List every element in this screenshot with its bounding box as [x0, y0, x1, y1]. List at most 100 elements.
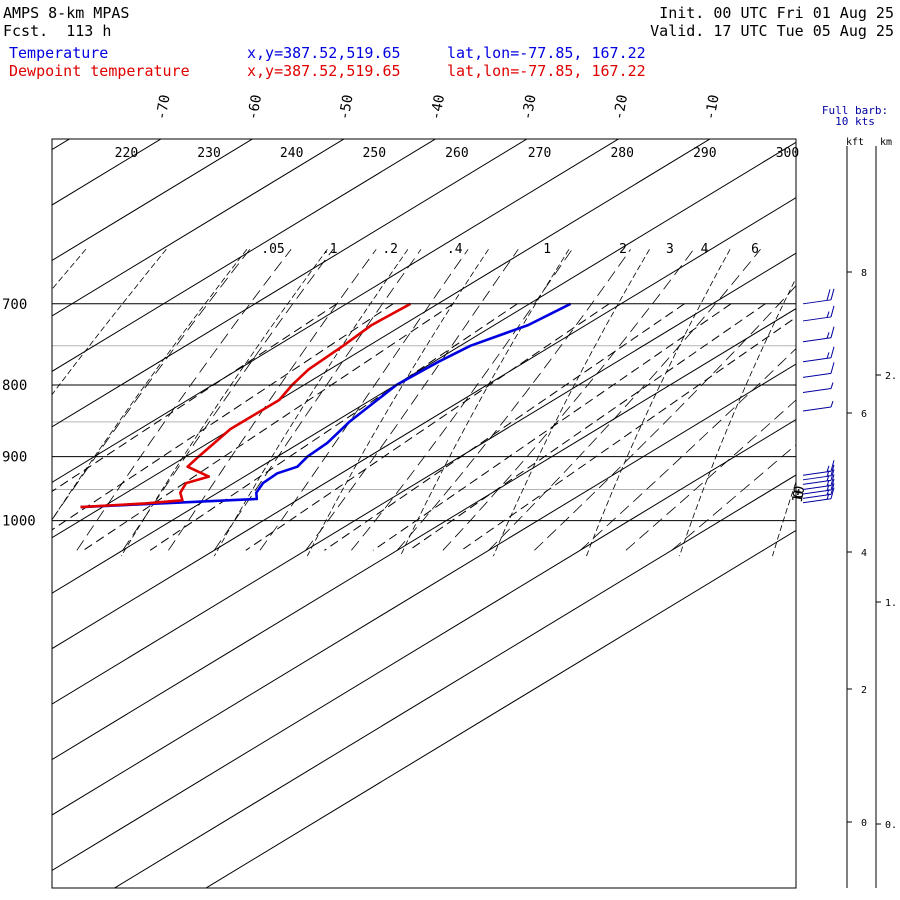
barb-flag: [830, 346, 835, 358]
isotherm-line: [113, 474, 796, 888]
moist-adiabat: [488, 249, 761, 551]
kft-tick-label: 4: [861, 548, 867, 559]
theta-label: 220: [115, 146, 138, 161]
moist-adiabat: [534, 285, 796, 551]
mixing-ratio-line: [461, 316, 796, 551]
wind-barb: [802, 469, 835, 485]
barb-half-flag: [826, 488, 830, 496]
isotherm-line: [52, 139, 528, 428]
temperature-tick-label: -50: [336, 93, 356, 121]
barb-half-flag: [826, 470, 830, 477]
mixing-ratio-line: [52, 303, 394, 531]
mixing-ratio-line: [52, 303, 338, 493]
mixing-ratio-label: .4: [447, 242, 463, 257]
barb-flag: [830, 460, 835, 472]
theta-label: 260: [445, 146, 468, 161]
temperature-tick-label: 0: [790, 489, 807, 500]
barb-staff: [802, 316, 832, 322]
theta-label: 230: [197, 146, 220, 161]
km-tick-label: 0.: [885, 820, 897, 831]
dry-adiabat: [586, 249, 731, 557]
pressure-tick-label: 800: [2, 378, 27, 394]
moist-adiabat: [442, 249, 695, 551]
series-layer: [80, 302, 572, 509]
mixing-ratio-label: .1: [322, 242, 338, 257]
barb-half-flag: [826, 484, 830, 491]
theta-label: 290: [693, 146, 716, 161]
barb-flag: [830, 483, 835, 495]
barb-staff: [802, 498, 832, 504]
mixing-ratio-line: [408, 303, 766, 551]
barb-legend-line1: Full barb:: [822, 104, 888, 117]
pressure-tick-label: 1000: [2, 514, 36, 530]
mixing-ratio-label: 2: [619, 242, 627, 257]
isotherm-line: [52, 363, 796, 816]
wind-barb: [802, 400, 834, 412]
mixing-ratio-label: 1: [543, 242, 551, 257]
temperature-tick-label: -70: [153, 93, 173, 121]
moist-adiabat: [625, 399, 796, 551]
moist-adiabat: [305, 249, 519, 551]
dry-adiabat: [120, 249, 328, 557]
moist-adiabat: [579, 348, 796, 551]
barb-staff: [802, 406, 832, 412]
dry-adiabat: [213, 249, 409, 557]
legend-dewpoint-xy: x,y=387.52,519.65: [247, 62, 401, 80]
wind-barb: [802, 478, 835, 495]
wind-barb: [802, 346, 835, 363]
dry-adiabat: [493, 249, 650, 557]
barb-flag: [830, 288, 835, 300]
mixing-ratio-label: 3: [666, 242, 674, 257]
valid-time: Valid. 17 UTC Tue 05 Aug 25: [650, 22, 894, 40]
moist-adiabat: [168, 249, 377, 551]
grid-layer: [0, 139, 900, 888]
barb-staff: [802, 357, 832, 363]
barb-staff: [802, 479, 832, 485]
isotherm-line: [52, 139, 71, 151]
isotherm-line: [52, 252, 796, 705]
theta-label: 270: [528, 146, 551, 161]
isotherm-line: [52, 418, 796, 872]
barb-half-flag: [826, 465, 830, 472]
isotherm-line: [52, 139, 437, 372]
dry-adiabat: [866, 249, 900, 556]
km-tick-label: 2.: [885, 371, 897, 382]
barb-half-flag: [830, 382, 834, 389]
temperature-tick-label: -10: [702, 93, 722, 121]
wind-barb: [802, 305, 835, 322]
temperature-tick-label: -60: [245, 93, 265, 121]
dry-adiabat: [0, 249, 5, 556]
plot-frame: [51, 138, 797, 889]
barb-flag: [830, 326, 835, 338]
barb-flag: [830, 464, 835, 476]
temperature-tick-label: 10: [790, 485, 809, 504]
wind-barb: [802, 288, 835, 305]
isotherm-line: [52, 141, 796, 594]
height-unit-kft: kft: [846, 137, 864, 148]
barb-staff: [802, 337, 832, 343]
isotherm-line: [205, 529, 796, 888]
mixing-ratio-label: 4: [701, 242, 709, 257]
moist-adiabat: [259, 249, 469, 551]
barb-flag: [830, 362, 835, 374]
barb-staff: [802, 470, 832, 476]
kft-tick-label: 2: [861, 685, 867, 696]
moist-adiabat: [213, 249, 422, 551]
label-layer: 700 800 900 1000 -70 -60 -50 -40 -30 -20 -10 010 220…: [2, 93, 808, 529]
forecast-hour: Fcst. 113 h: [3, 22, 112, 40]
barb-staff: [802, 372, 832, 378]
barb-staff: [802, 475, 832, 481]
barb-half-flag: [826, 332, 830, 339]
barb-staff: [802, 489, 832, 495]
moist-adiabat: [76, 249, 292, 551]
isotherm-line: [52, 139, 254, 262]
isotherm-line: [52, 308, 796, 761]
kft-tick-label: 0: [861, 818, 867, 829]
barb-half-flag: [830, 400, 834, 408]
legend-temperature-latlon: lat,lon=-77.85, 167.22: [447, 44, 646, 62]
mixing-ratio-line: [83, 303, 454, 551]
pressure-tick-label: 900: [2, 450, 27, 466]
init-time: Init. 00 UTC Fri 01 Aug 25: [659, 4, 894, 22]
barb-flag: [830, 305, 835, 318]
theta-label: 240: [280, 146, 303, 161]
